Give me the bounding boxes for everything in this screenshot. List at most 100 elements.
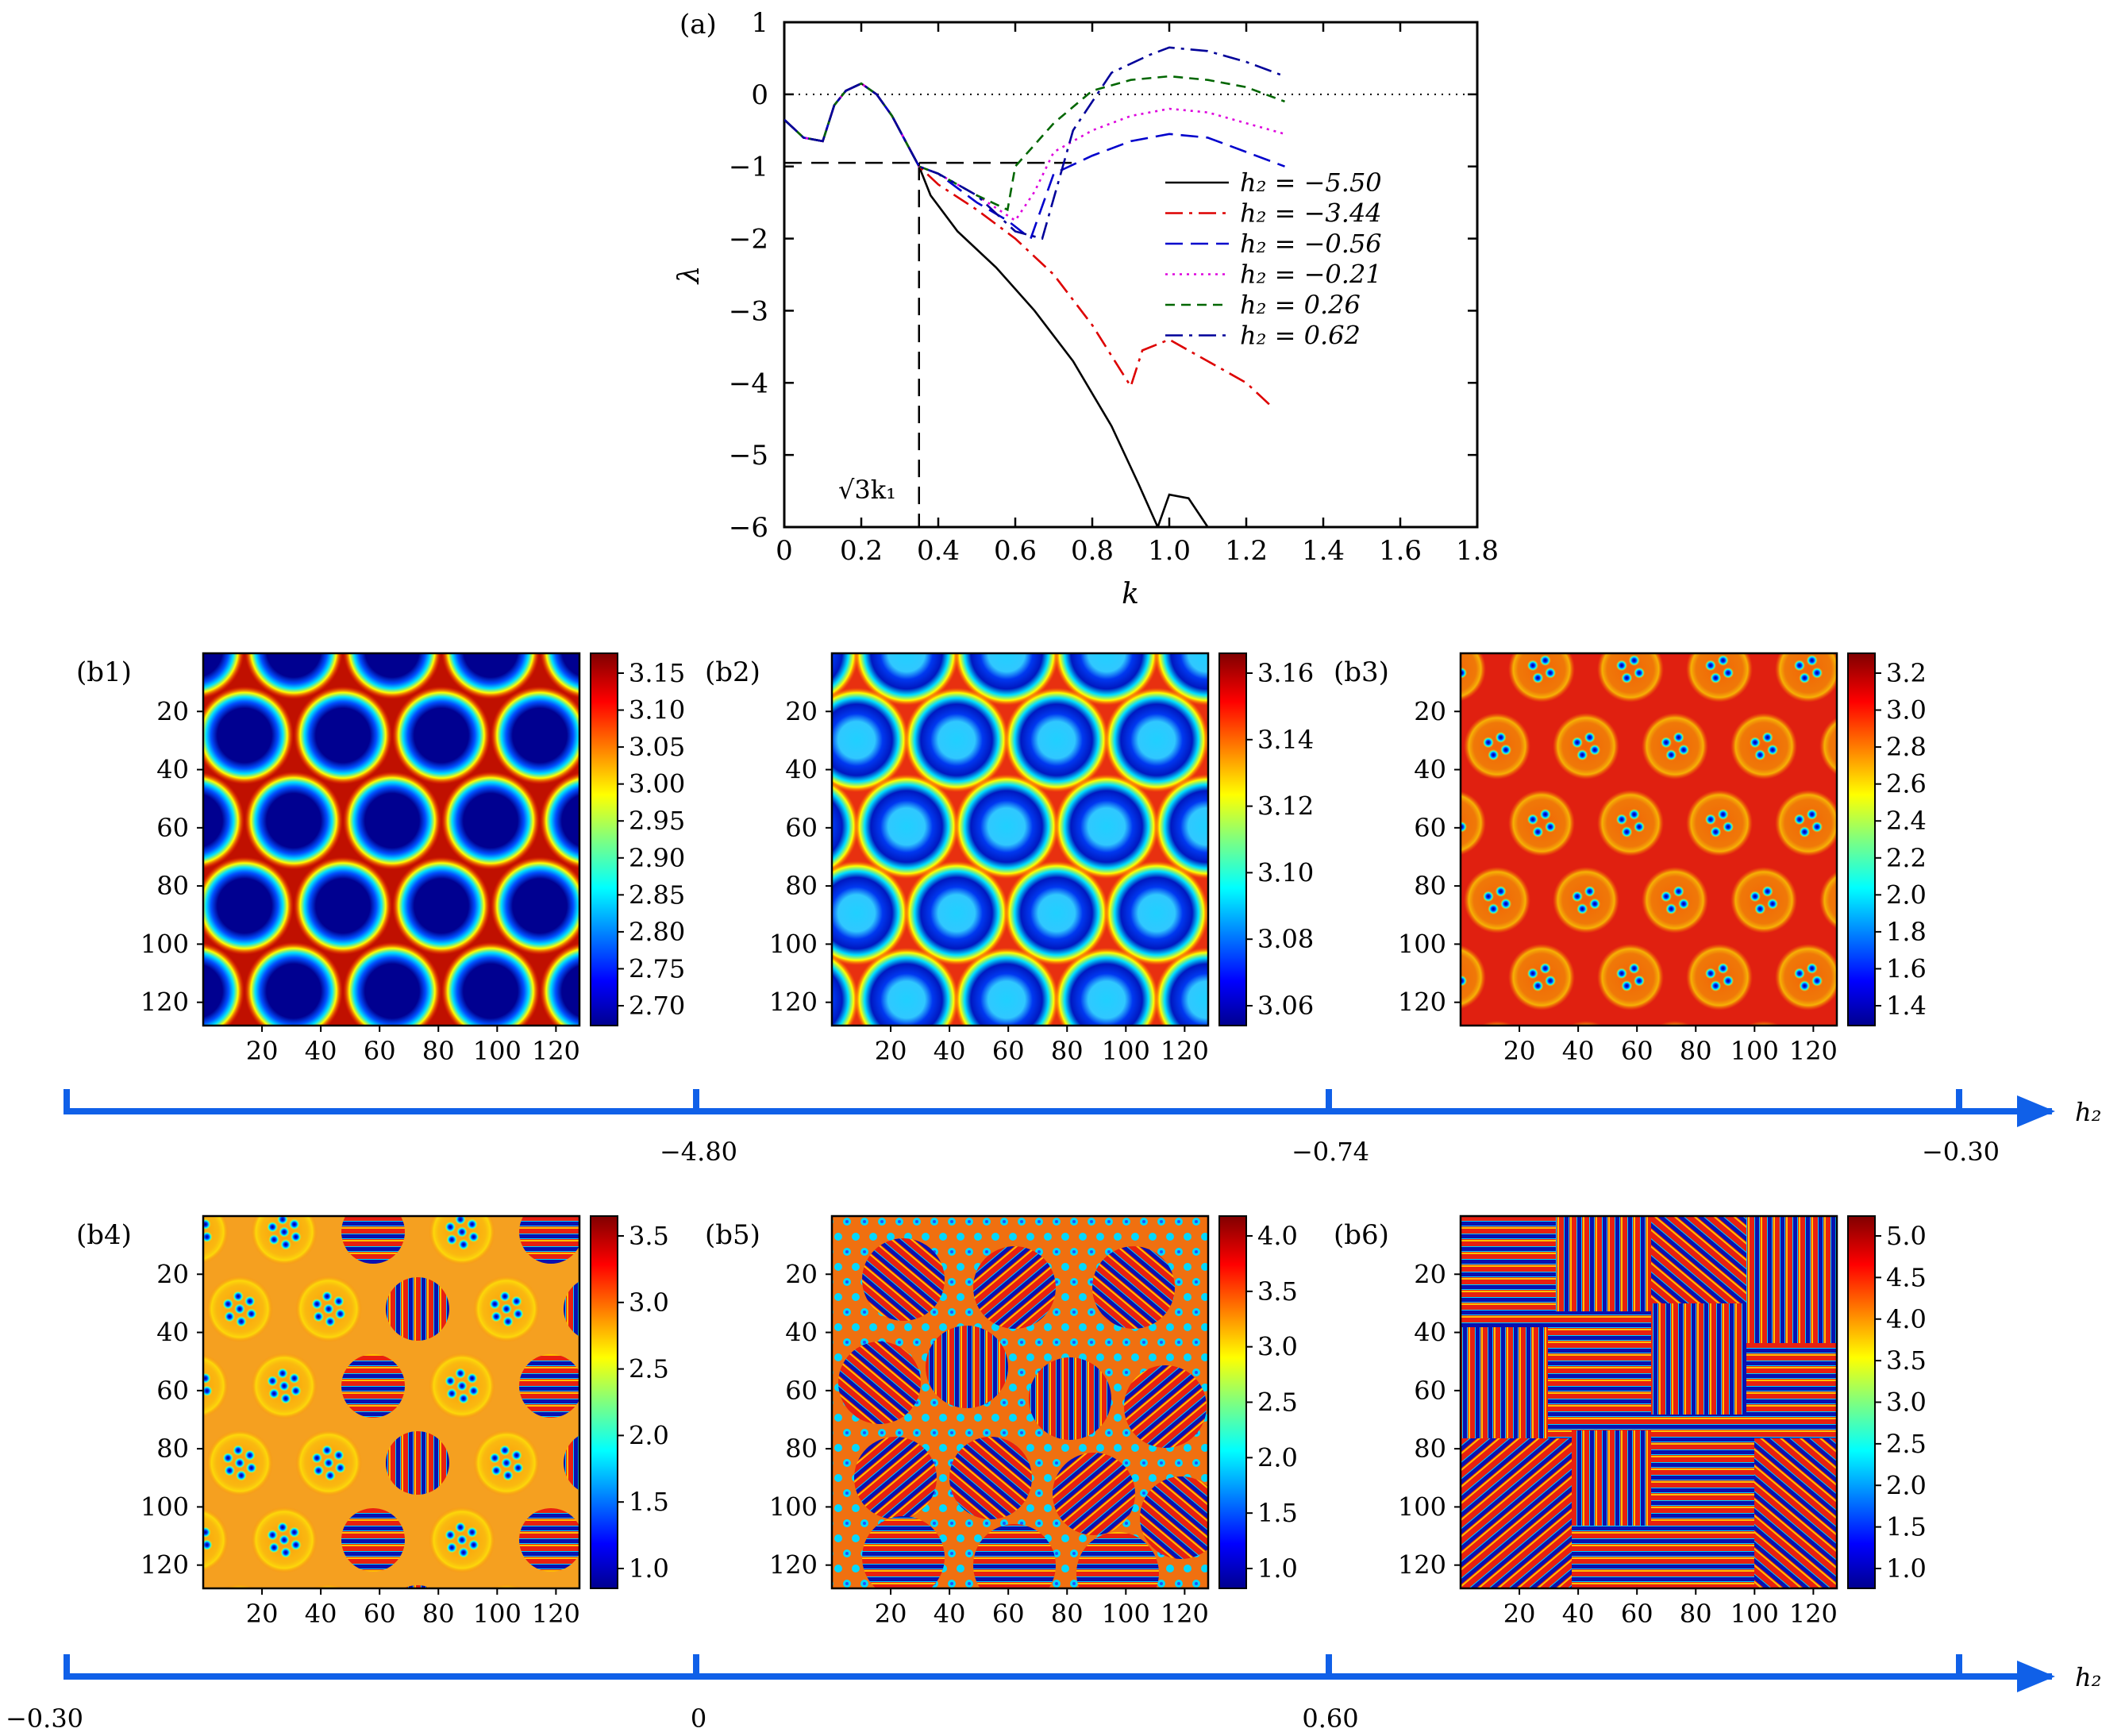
stripe-patch [564, 1435, 579, 1491]
cluster-dot [1354, 826, 1365, 837]
cluster-dot [1793, 660, 1805, 672]
pattern-spot [540, 653, 579, 699]
map-x-tick-label: 20 [246, 1599, 279, 1629]
cluster-halo [1508, 943, 1575, 1010]
cluster-dot [277, 1522, 289, 1534]
cluster-dot [1945, 591, 1956, 602]
cluster-dot [489, 1298, 501, 1310]
cluster-halo [1597, 789, 1664, 856]
cluster-dot [1526, 814, 1538, 826]
map-x-tick-label: 40 [1562, 1036, 1595, 1066]
cluster-dot [203, 1526, 211, 1538]
heatmap-frame [830, 652, 1210, 1027]
pattern-spot [48, 772, 146, 870]
heatmap-panel-3: (b3) 20 20 40 40 60 60 80 80 100 100 120 120 3.2 3.0 2.… [1334, 559, 1956, 1068]
cluster-halo [1461, 791, 1486, 856]
colorbar-tick-label: 3.5 [1257, 1276, 1298, 1307]
stripe-patch [1053, 1453, 1135, 1535]
cluster-dot [510, 1449, 522, 1461]
cluster-dot [1749, 891, 1761, 903]
heatmap-frame [202, 1214, 581, 1590]
cluster-dot [279, 1380, 290, 1391]
cluster-dot [236, 1162, 247, 1173]
colorbar-tick-label: 4.0 [1257, 1221, 1298, 1251]
map-x-tick-label: 80 [1680, 1036, 1712, 1066]
cluster-dot [1438, 660, 1449, 671]
cluster-dot [279, 1534, 290, 1545]
map-y-tick-label: 20 [156, 696, 189, 726]
pattern-spot [203, 686, 294, 785]
cluster-dot [691, 1616, 702, 1627]
cluster-dot [135, 1157, 146, 1168]
colorbar-tick-label: 3.05 [629, 732, 685, 762]
cluster-dot [1767, 591, 1778, 602]
cluster-halo [1569, 1020, 1603, 1026]
cluster-dot [288, 1218, 300, 1230]
colorbar-tick-label: 3.08 [1257, 924, 1314, 954]
cluster-dot [1945, 745, 1956, 756]
cluster-dot [1678, 591, 1689, 602]
cluster-dot [324, 1469, 336, 1481]
colorbar-tick-label: 2.95 [629, 806, 685, 836]
cluster-dot [113, 1539, 124, 1550]
cluster-halo [1375, 559, 1442, 625]
cluster-dot [157, 1462, 168, 1473]
map-x-tick-label: 120 [1161, 1036, 1209, 1066]
cluster-dot [234, 1611, 245, 1622]
cluster-dot [244, 1141, 256, 1153]
cluster-dot [636, 1393, 647, 1404]
colorbar-tick-label: 3.15 [629, 658, 685, 688]
cluster-dot [1362, 963, 1373, 974]
cluster-dot [244, 1295, 256, 1307]
legend-label: h₂ = 0.62 [1240, 321, 1361, 351]
map-y-tick-label: 40 [785, 1318, 818, 1348]
pattern-ring [954, 774, 1059, 880]
stripe-patch [1124, 1365, 1207, 1448]
cluster-dot [99, 1522, 110, 1533]
cluster-dot [679, 1611, 690, 1622]
cluster-dot [1710, 672, 1722, 684]
labyrinth-block [1651, 1216, 1746, 1303]
cluster-dot [321, 1137, 333, 1148]
cluster-dot [1634, 667, 1646, 679]
y-tick-label: −4 [729, 368, 768, 399]
map-y-tick-label: 40 [156, 1318, 189, 1348]
cluster-dot [468, 1385, 479, 1397]
colorbar-tick-label: 2.85 [629, 880, 685, 910]
stripe-patch [1029, 1357, 1111, 1440]
cluster-dot [1500, 744, 1512, 756]
cluster-dot [133, 1607, 144, 1618]
y-tick-label: −3 [729, 295, 768, 327]
cluster-dot [624, 1542, 635, 1553]
cluster-dot [668, 1465, 679, 1476]
cluster-dot [156, 1141, 167, 1153]
cluster-dot [135, 1311, 146, 1322]
map-x-tick-label: 20 [875, 1036, 907, 1066]
colorbar-tick-label: 3.5 [629, 1221, 669, 1251]
cluster-dot [1483, 1045, 1494, 1056]
h2-tick-label: 0.60 [1302, 1703, 1358, 1734]
cluster-dot [1749, 737, 1761, 749]
cluster-dot [188, 1368, 199, 1379]
cluster-dot [489, 1452, 501, 1464]
map-y-tick-label: 40 [156, 755, 189, 785]
cluster-dot [224, 1157, 235, 1168]
cluster-dot [1932, 1057, 1943, 1068]
colorbar-tick-label: 2.0 [1257, 1442, 1298, 1472]
cluster-dot [1799, 980, 1811, 992]
map-y-tick-label: 100 [141, 929, 189, 959]
cluster-dot [1673, 731, 1684, 743]
pattern-ring [1104, 860, 1208, 966]
map-x-tick-label: 80 [422, 1599, 455, 1629]
cluster-dot [1665, 1057, 1677, 1068]
cluster-dot [324, 1315, 336, 1327]
map-x-tick-label: 120 [532, 1036, 580, 1066]
cluster-halo [1508, 653, 1575, 702]
cluster-halo [203, 1216, 229, 1264]
cluster-halo [1461, 945, 1486, 1010]
cluster-dot [313, 1157, 324, 1168]
cluster-dot [157, 1154, 168, 1165]
colorbar-tick-label: 2.75 [629, 953, 685, 983]
legend-label: h₂ = −5.50 [1240, 167, 1382, 198]
